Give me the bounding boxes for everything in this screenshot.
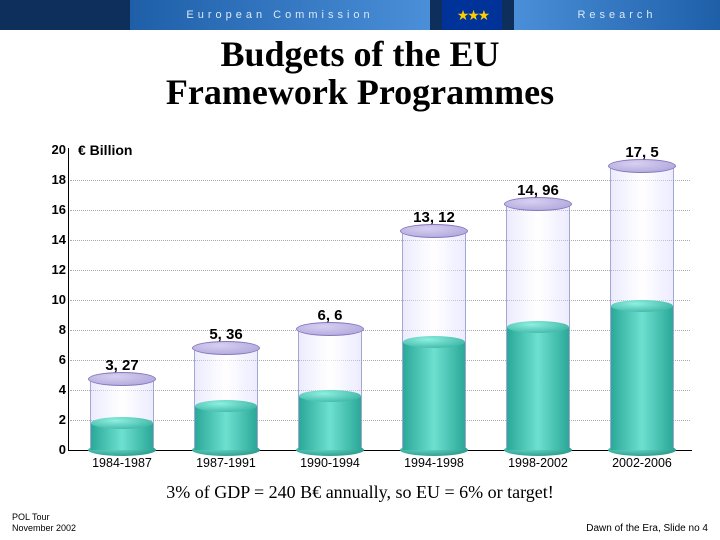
gridline xyxy=(70,180,690,181)
bar-value-label: 17, 5 xyxy=(602,144,682,161)
title-line1: Budgets of the EU xyxy=(0,36,720,74)
x-tick-label: 1984-1987 xyxy=(72,456,172,470)
gridline xyxy=(70,330,690,331)
y-tick: 16 xyxy=(36,202,66,217)
bar-value-label: 14, 96 xyxy=(498,182,578,199)
y-tick: 0 xyxy=(36,442,66,457)
x-tick-label: 1998-2002 xyxy=(488,456,588,470)
x-tick-label: 1990-1994 xyxy=(280,456,380,470)
bar-value-label: 6, 6 xyxy=(290,307,370,324)
y-tick: 12 xyxy=(36,262,66,277)
y-tick: 4 xyxy=(36,382,66,397)
y-tick: 6 xyxy=(36,352,66,367)
bar-cylinder xyxy=(610,166,674,451)
bar-value-label: 13, 12 xyxy=(394,209,474,226)
y-tick: 20 xyxy=(36,142,66,157)
header-right-label: Research xyxy=(514,0,720,30)
gridline xyxy=(70,210,690,211)
bar-cylinder xyxy=(402,231,466,450)
bar-cylinder xyxy=(506,204,570,450)
x-tick-label: 2002-2006 xyxy=(592,456,692,470)
y-axis-label: € Billion xyxy=(78,142,132,158)
gridline xyxy=(70,420,690,421)
y-tick: 18 xyxy=(36,172,66,187)
y-tick: 8 xyxy=(36,322,66,337)
footer-right: Dawn of the Era, Slide no 4 xyxy=(586,523,708,534)
y-axis-line xyxy=(68,148,69,450)
gridline xyxy=(70,270,690,271)
bar-cylinder xyxy=(194,348,258,450)
x-tick-label: 1987-1991 xyxy=(176,456,276,470)
footer-left-line2: November 2002 xyxy=(12,523,76,534)
gridline xyxy=(70,390,690,391)
header-org-label: European Commission xyxy=(130,0,430,30)
header-bar: European Commission ★ ★ ★ Research xyxy=(0,0,720,30)
gridline xyxy=(70,300,690,301)
footer-left: POL Tour November 2002 xyxy=(12,512,76,534)
bar-cylinder xyxy=(90,379,154,450)
y-tick: 10 xyxy=(36,292,66,307)
title-line2: Framework Programmes xyxy=(0,74,720,112)
gridline xyxy=(70,360,690,361)
header-spacer-left xyxy=(0,0,130,30)
header-spacer-mid2 xyxy=(502,0,514,30)
header-spacer-mid xyxy=(430,0,442,30)
bar-value-label: 3, 27 xyxy=(82,357,162,374)
footer-left-line1: POL Tour xyxy=(12,512,76,523)
bar-value-label: 5, 36 xyxy=(186,326,266,343)
y-tick: 2 xyxy=(36,412,66,427)
x-axis-line xyxy=(68,450,692,451)
x-tick-label: 1994-1998 xyxy=(384,456,484,470)
slide-title: Budgets of the EU Framework Programmes xyxy=(0,36,720,112)
y-tick: 14 xyxy=(36,232,66,247)
gridline xyxy=(70,240,690,241)
footnote-text: 3% of GDP = 240 B€ annually, so EU = 6% … xyxy=(0,482,720,503)
eu-flag-icon: ★ ★ ★ xyxy=(442,0,502,30)
bar-cylinder xyxy=(298,329,362,450)
